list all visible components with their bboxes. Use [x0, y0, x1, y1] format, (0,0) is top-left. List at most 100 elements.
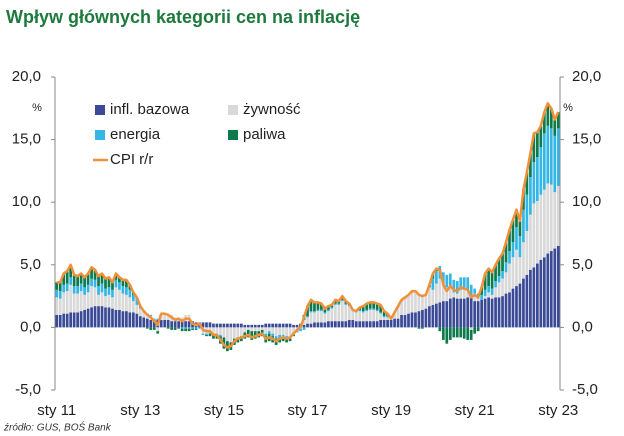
bar-segment	[121, 293, 125, 312]
bar-segment	[152, 319, 156, 328]
bar-segment	[278, 334, 281, 338]
bar-segment	[313, 302, 316, 312]
bar-segment	[278, 323, 281, 328]
y-tick-label: 10,0	[12, 193, 41, 210]
bar-segment	[97, 276, 100, 287]
bar-segment	[233, 323, 236, 328]
bar-segment	[518, 283, 522, 328]
bar-segment	[340, 301, 344, 322]
bar-segment	[549, 251, 553, 328]
bar-segment	[508, 229, 511, 252]
bar-segment	[72, 286, 76, 294]
bar-segment	[483, 296, 487, 299]
bar-segment	[435, 271, 438, 284]
bar-segment	[400, 314, 403, 328]
legend-swatch	[228, 105, 238, 115]
bar-segment	[180, 327, 184, 329]
bar-segment	[267, 331, 271, 334]
bar-segment	[83, 294, 86, 310]
bar-segment	[253, 324, 257, 328]
bar-segment	[487, 286, 490, 293]
bar-segment	[93, 287, 97, 307]
bar-segment	[250, 327, 254, 332]
bar-segment	[542, 112, 546, 134]
bar-segment	[100, 273, 104, 284]
bar-segment	[407, 313, 410, 328]
bar-segment	[553, 119, 557, 136]
bar-segment	[135, 304, 139, 314]
bar-segment	[354, 321, 358, 328]
bar-segment	[65, 271, 69, 284]
bar-segment	[264, 323, 268, 328]
bar-segment	[365, 311, 369, 322]
y-tick-label: 0,0	[20, 318, 41, 335]
bar-segment	[334, 321, 337, 328]
bar-segment	[208, 333, 212, 337]
bar-segment	[372, 302, 376, 309]
bar-segment	[187, 327, 191, 329]
bar-segment	[184, 328, 187, 332]
bar-segment	[285, 323, 288, 328]
bar-segment	[428, 287, 431, 307]
bar-segment	[180, 321, 184, 328]
bar-segment	[445, 327, 449, 344]
bar-segment	[344, 321, 348, 328]
bar-segment	[65, 283, 69, 292]
bar-segment	[536, 200, 539, 264]
bar-segment	[441, 284, 445, 302]
bar-segment	[114, 279, 118, 288]
bar-segment	[288, 327, 292, 337]
bar-segment	[480, 299, 483, 328]
bar-segment	[316, 309, 320, 312]
bar-segment	[455, 293, 459, 299]
bar-segment	[365, 309, 369, 312]
bar-segment	[494, 264, 497, 282]
legend-swatch	[95, 130, 105, 140]
bar-segment	[452, 297, 456, 328]
bar-segment	[327, 306, 330, 310]
bar-segment	[417, 311, 421, 328]
y2-unit: %	[563, 102, 573, 114]
bar-segment	[264, 333, 268, 337]
bar-segment	[497, 297, 501, 328]
bar-segment	[83, 277, 86, 288]
bar-segment	[55, 289, 59, 298]
bar-segment	[556, 128, 560, 186]
bar-segment	[393, 318, 396, 328]
bar-segment	[243, 327, 247, 333]
cpi-line	[56, 102, 560, 349]
bar-segment	[504, 262, 508, 273]
bar-segment	[494, 287, 497, 298]
bar-segment	[285, 327, 288, 337]
bar-segment	[525, 274, 529, 328]
bar-segment	[83, 309, 86, 328]
bar-segment	[542, 133, 546, 190]
bar-segment	[532, 203, 536, 268]
y2-tick-label: 10,0	[572, 193, 601, 210]
bar-segment	[288, 338, 292, 342]
bar-segment	[504, 272, 508, 294]
bar-segment	[281, 323, 285, 328]
bar-segment	[431, 278, 435, 290]
bar-segment	[267, 327, 271, 332]
bar-segment	[212, 334, 215, 339]
bar-segment	[445, 287, 449, 302]
bar-segment	[246, 324, 250, 328]
bar-segment	[553, 135, 557, 193]
bar-segment	[438, 278, 442, 303]
x-tick-label: sty 23	[538, 402, 578, 419]
bar-segment	[396, 318, 400, 328]
bar-segment	[529, 269, 532, 328]
bar-segment	[529, 214, 532, 270]
bar-segment	[132, 301, 135, 313]
bar-segment	[497, 282, 501, 298]
bar-segment	[313, 312, 316, 323]
bar-segment	[354, 312, 358, 322]
bar-segment	[180, 328, 184, 332]
bar-segment	[508, 263, 511, 293]
bar-segment	[205, 334, 208, 337]
bar-segment	[347, 319, 351, 328]
bar-segment	[156, 318, 160, 320]
bar-segment	[156, 331, 160, 334]
bar-segment	[267, 323, 271, 328]
